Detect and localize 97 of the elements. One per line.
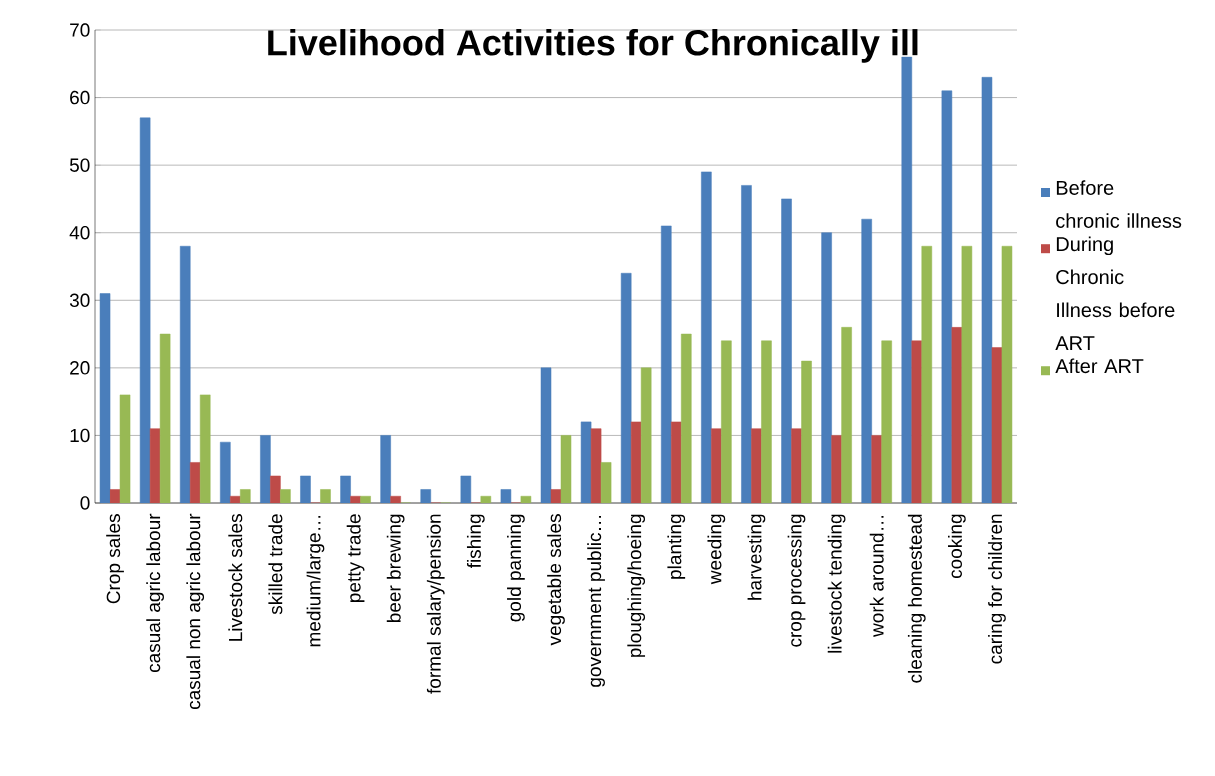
bar [580,421,592,503]
y-tick-label: 0 [80,496,90,510]
bar [711,428,722,503]
x-tick-label: petty trade [346,514,365,602]
x-tick-label: crop processing [787,514,806,647]
bar [189,462,201,503]
bar [99,293,111,503]
bar [220,441,231,503]
y-tick-label: 70 [70,23,90,37]
bar [460,475,472,503]
bar [230,495,241,503]
bar [630,421,642,503]
bar [670,421,682,503]
bar [139,117,151,503]
bar [741,185,752,503]
bar [260,435,271,503]
bar [350,495,361,503]
y-tick-label: 20 [70,361,90,375]
x-tick-label: caring for children [988,514,1006,664]
bar [911,340,923,503]
bar [961,245,973,503]
bar [240,489,251,503]
x-tick-label: cleaning homestead [907,514,926,683]
x-tick-label: vegetable sales [547,514,565,646]
bar [991,347,1003,503]
bar [841,327,852,503]
chart-title: Livelihood Activities for Chronically ill [268,29,918,63]
bar [119,394,131,503]
bar [901,56,913,503]
bar [390,495,401,503]
bar [550,489,562,503]
bar [270,475,281,503]
bar [801,360,812,503]
x-tick-label: work around… [869,516,884,637]
x-tick-label: harvesting [747,514,766,600]
x-tick-label: cooking [948,514,966,579]
bar [159,333,171,503]
bar [590,428,602,503]
bar [360,495,371,503]
x-tick-label: medium/large… [306,515,325,647]
legend-label: After ART [1055,358,1144,374]
bar [600,462,612,503]
bar [881,340,892,503]
x-tick-label: government public… [587,516,605,687]
bar [149,428,161,503]
y-tick-label: 40 [69,225,90,240]
y-tick-label: 60 [70,90,90,105]
bar [280,489,291,503]
bar [420,489,432,503]
x-tick-label: planting [667,514,686,579]
bar [791,428,802,503]
x-tick-label: skilled trade [268,514,283,615]
x-tick-label: fishing [466,514,485,569]
bar [300,475,311,503]
bar [681,333,692,503]
bar [781,198,792,503]
x-tick-label: casual agric labour [146,513,164,673]
bar [981,77,993,503]
bar [721,340,732,503]
x-tick-label: gold panning [507,514,525,622]
bar [380,435,391,503]
legend-label: During Chronic Illness before ART [1055,236,1175,350]
x-tick-label: ploughing/hoeing [627,514,646,657]
bar [480,495,492,503]
x-tick-label: Crop sales [106,514,124,604]
bar [340,475,351,503]
bar [701,171,712,503]
bar [831,435,842,503]
x-tick-label: Livestock sales [228,514,243,641]
bar [871,435,882,503]
bar [821,232,832,503]
bar [951,327,963,503]
x-tick-label: casual non agric labour [186,513,205,710]
y-tick-label: 30 [69,293,90,308]
bar [199,394,211,503]
bar [320,489,331,503]
x-tick-label: livestock tending [827,514,846,653]
bar [1001,245,1013,503]
bar [560,435,572,503]
bar [540,367,552,503]
bar [640,367,652,503]
bar [861,218,872,503]
x-tick-label: beer brewing [386,514,405,623]
bar [941,90,953,503]
legend-label: Before chronic illness [1056,180,1182,228]
bar [179,245,191,503]
bar [921,245,933,503]
y-tick-label: 10 [70,428,90,443]
bar [660,225,672,503]
bar [761,340,772,503]
bar [620,272,632,503]
x-tick-label: weeding [707,514,726,585]
y-tick-label: 50 [69,158,90,172]
x-tick-label: formal salary/pension [426,514,445,694]
bar [500,489,512,503]
bar [520,495,532,503]
bar [751,428,762,503]
